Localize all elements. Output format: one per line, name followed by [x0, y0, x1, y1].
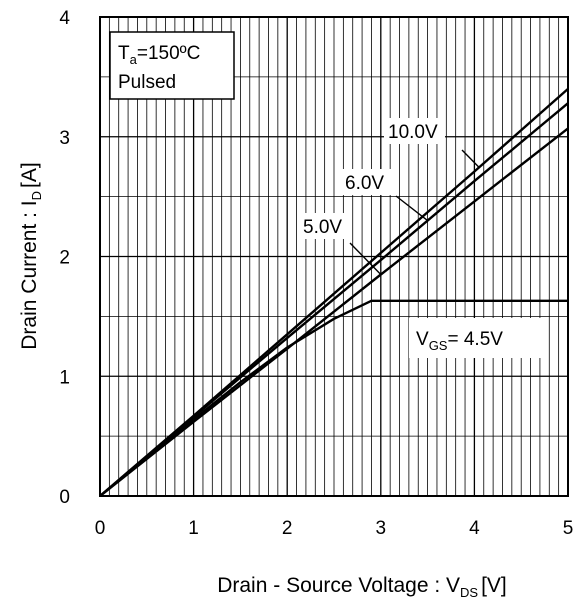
curve-6-0v	[99, 102, 569, 497]
vgs-label: VGS= 4.5V	[416, 329, 503, 353]
vgs-label-box	[409, 318, 545, 358]
condition-mode: Pulsed	[118, 72, 176, 93]
curve-label: 6.0V	[345, 173, 384, 194]
x-tick-label: 3	[376, 518, 387, 539]
condition-box	[109, 31, 235, 100]
y-axis-title: Drain Current : ID[A]	[18, 162, 44, 349]
x-tick-label: 0	[95, 518, 106, 539]
y-tick-label: 2	[59, 248, 70, 269]
curve-label-bg	[299, 213, 349, 239]
x-tick-label: 4	[469, 518, 480, 539]
x-tick-label: 2	[282, 518, 293, 539]
curve-label: 10.0V	[388, 122, 438, 143]
curve-labels: 10.0V 6.0V 5.0V	[299, 118, 480, 275]
curve-label-leader	[461, 149, 480, 168]
curve-label-bg	[341, 169, 391, 195]
curve-label-leader	[395, 195, 429, 222]
y-tick-label: 4	[59, 8, 70, 29]
x-axis-title: Drain - Source Voltage : VDS [V]	[217, 574, 507, 600]
y-tick-label: 3	[59, 128, 70, 149]
plot-frame	[99, 16, 569, 497]
curve-4-5v	[99, 299, 568, 497]
curve-5-0v	[99, 127, 569, 497]
x-tick-label: 5	[563, 518, 574, 539]
curve-label: 5.0V	[303, 217, 342, 238]
condition-temperature: Ta=150ºC	[118, 43, 200, 67]
curves	[99, 88, 569, 497]
y-tick-label: 1	[59, 367, 70, 388]
x-tick-label: 1	[188, 518, 199, 539]
curve-label-leader	[349, 242, 382, 275]
y-tick-label: 0	[59, 487, 70, 508]
tick-labels: 0 1 2 3 4 5 0 1 2 3 4	[59, 8, 573, 539]
curve-label-bg	[384, 118, 445, 144]
